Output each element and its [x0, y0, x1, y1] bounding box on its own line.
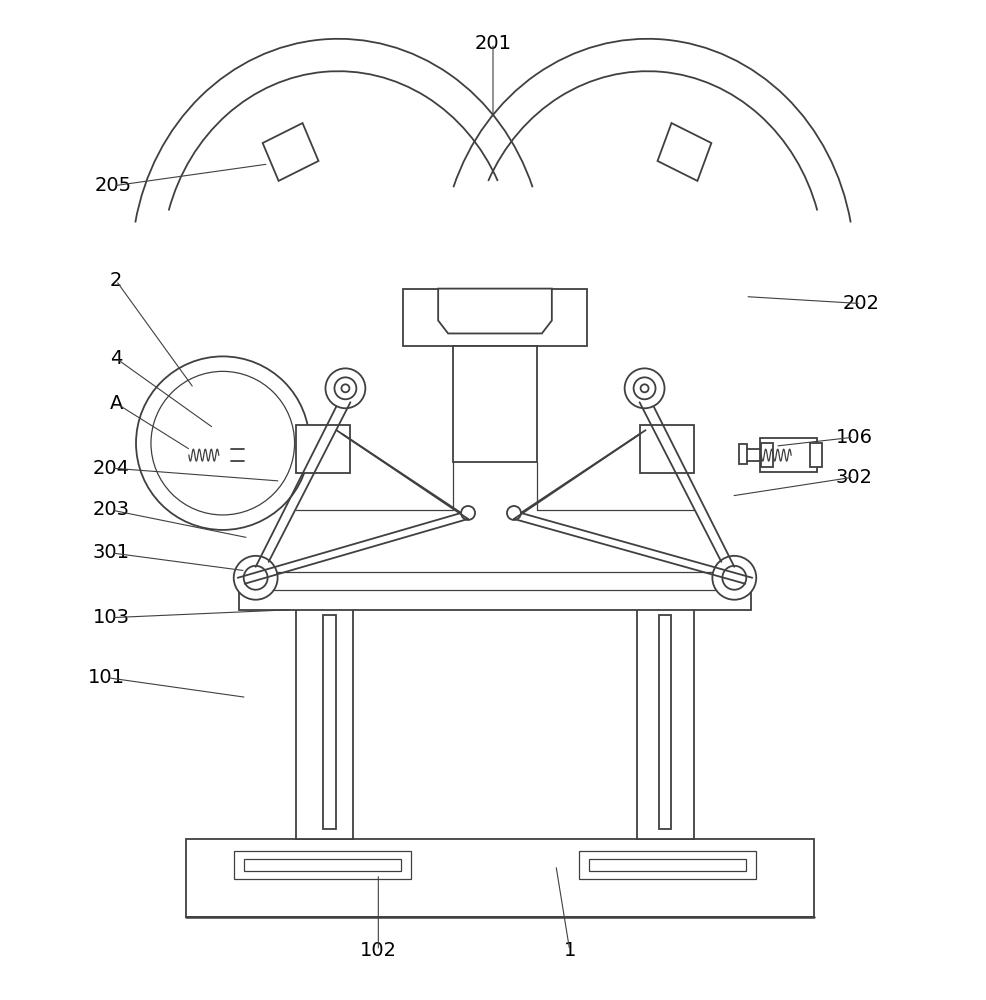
Circle shape: [334, 377, 356, 399]
Circle shape: [234, 556, 278, 600]
Bar: [640, 425, 694, 473]
Text: 102: 102: [360, 941, 396, 960]
Text: 1: 1: [564, 941, 576, 960]
Circle shape: [151, 371, 295, 515]
Bar: [760, 438, 817, 472]
Circle shape: [641, 384, 649, 392]
Circle shape: [723, 566, 746, 590]
Polygon shape: [262, 123, 318, 181]
Bar: [239, 588, 751, 610]
Bar: [173, 438, 230, 472]
Circle shape: [634, 377, 656, 399]
Text: 103: 103: [93, 608, 129, 627]
Bar: [239, 572, 751, 590]
Bar: [659, 615, 671, 829]
Text: 301: 301: [93, 543, 129, 562]
Text: 4: 4: [109, 349, 122, 368]
Bar: [637, 595, 694, 839]
Bar: [579, 851, 756, 879]
Polygon shape: [438, 289, 552, 333]
Bar: [589, 859, 746, 871]
Bar: [219, 443, 231, 467]
Circle shape: [507, 506, 521, 520]
Polygon shape: [658, 123, 711, 181]
Text: 2: 2: [109, 271, 122, 290]
Bar: [323, 615, 336, 829]
Text: 101: 101: [88, 668, 124, 687]
Bar: [241, 444, 248, 464]
Text: 302: 302: [835, 468, 873, 487]
Bar: [296, 425, 350, 473]
Bar: [454, 346, 536, 462]
Text: 201: 201: [474, 34, 512, 53]
Circle shape: [325, 368, 366, 408]
Circle shape: [136, 356, 310, 530]
Circle shape: [244, 566, 267, 590]
Text: 203: 203: [93, 500, 129, 519]
Text: A: A: [109, 394, 122, 413]
Circle shape: [461, 506, 475, 520]
Circle shape: [341, 384, 349, 392]
Bar: [244, 859, 401, 871]
Bar: [810, 443, 822, 467]
Bar: [296, 595, 353, 839]
Circle shape: [712, 556, 756, 600]
Bar: [740, 444, 747, 464]
Text: 202: 202: [842, 294, 880, 313]
Circle shape: [624, 368, 665, 408]
Bar: [186, 839, 814, 917]
Bar: [761, 443, 773, 467]
Text: 106: 106: [835, 428, 873, 447]
Bar: [173, 443, 184, 467]
Bar: [234, 851, 411, 879]
Text: 204: 204: [93, 459, 129, 478]
Text: 205: 205: [95, 176, 132, 195]
Bar: [403, 289, 587, 346]
